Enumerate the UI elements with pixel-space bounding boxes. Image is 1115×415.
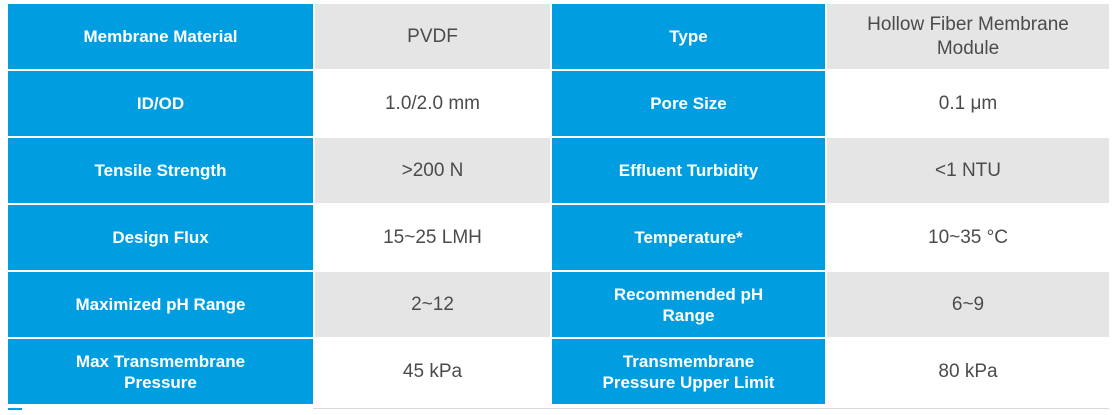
spec-param-cell: Maximized pH Range xyxy=(8,272,313,337)
spec-value-cell: 0.1 μm xyxy=(827,71,1109,136)
spec-value-cell: 45 kPa xyxy=(315,339,550,404)
spec-value-cell: 1.0/2.0 mm xyxy=(315,71,550,136)
spec-param-cell: Tensile Strength xyxy=(8,138,313,203)
spec-param-cell: Type xyxy=(552,4,825,69)
spec-value-cell: >200 N xyxy=(315,138,550,203)
spec-row: Design Flux 15~25 LMH Temperature* 10~35 °C xyxy=(8,205,1109,270)
spec-value-cell: 80 kPa xyxy=(827,339,1109,404)
spec-row: ID/OD 1.0/2.0 mm Pore Size 0.1 μm xyxy=(8,71,1109,136)
bottom-rule-blue-segment xyxy=(8,408,22,410)
spec-param-cell: Temperature* xyxy=(552,205,825,270)
table-bottom-rule xyxy=(8,408,1109,410)
spec-value-cell: Hollow Fiber Membrane Module xyxy=(827,4,1109,69)
spec-row: Tensile Strength >200 N Effluent Turbidity… xyxy=(8,138,1109,203)
spec-row: Max Transmembrane Pressure 45 kPa Transmem… xyxy=(8,339,1109,404)
spec-param-cell: Membrane Material xyxy=(8,4,313,69)
spec-row: Membrane Material PVDF Type Hollow Fiber Me… xyxy=(8,4,1109,69)
spec-param-cell: Design Flux xyxy=(8,205,313,270)
spec-value-cell: 10~35 °C xyxy=(827,205,1109,270)
spec-table-body: Membrane Material PVDF Type Hollow Fiber Me… xyxy=(8,4,1109,404)
spec-value-cell: 6~9 xyxy=(827,272,1109,337)
spec-param-cell: ID/OD xyxy=(8,71,313,136)
spec-value-cell: 15~25 LMH xyxy=(315,205,550,270)
spec-param-cell: Effluent Turbidity xyxy=(552,138,825,203)
spec-param-cell: Pore Size xyxy=(552,71,825,136)
bottom-rule-gray-segment xyxy=(313,408,1109,409)
spec-value-cell: PVDF xyxy=(315,4,550,69)
spec-value-cell: <1 NTU xyxy=(827,138,1109,203)
spec-value-cell: 2~12 xyxy=(315,272,550,337)
spec-param-cell: Transmembrane Pressure Upper Limit xyxy=(552,339,825,404)
spec-table: Membrane Material PVDF Type Hollow Fiber Me… xyxy=(6,2,1111,406)
spec-param-cell: Max Transmembrane Pressure xyxy=(8,339,313,404)
spec-param-cell: Recommended pH Range xyxy=(552,272,825,337)
spec-row: Maximized pH Range 2~12 Recommended pH Ran… xyxy=(8,272,1109,337)
